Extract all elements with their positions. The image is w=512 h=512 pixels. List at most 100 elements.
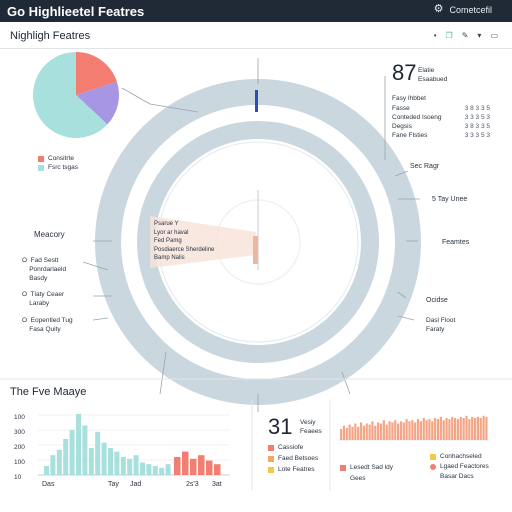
bar[interactable] (431, 421, 434, 440)
bar[interactable] (391, 422, 394, 440)
bar[interactable] (436, 419, 440, 440)
bar[interactable] (354, 423, 357, 441)
bar[interactable] (340, 429, 343, 440)
gear-icon[interactable]: ⚙ (433, 3, 444, 15)
bar[interactable] (101, 442, 107, 475)
bar[interactable] (88, 448, 94, 475)
legend-item[interactable]: Faed Betsoes (268, 453, 318, 464)
bar[interactable] (471, 416, 474, 440)
bar[interactable] (348, 424, 351, 440)
legend-item[interactable]: Basar Dacs (440, 473, 474, 480)
bar[interactable] (402, 422, 405, 440)
bar[interactable] (414, 422, 417, 440)
bar[interactable] (485, 416, 488, 440)
bar[interactable] (114, 451, 120, 475)
pie-slice[interactable] (76, 52, 117, 95)
bar[interactable] (399, 421, 403, 440)
legend-item[interactable]: Gees (350, 475, 366, 482)
bar[interactable] (476, 416, 479, 440)
pie-slice[interactable] (76, 81, 119, 125)
bar[interactable] (482, 415, 485, 440)
bar[interactable] (377, 422, 380, 440)
bar[interactable] (50, 455, 56, 475)
bar[interactable] (411, 420, 414, 440)
bar[interactable] (425, 420, 428, 440)
pin-icon[interactable]: • (433, 31, 437, 40)
bar[interactable] (120, 457, 126, 475)
bar[interactable] (345, 427, 348, 440)
copy-icon[interactable]: ❐ (445, 31, 453, 40)
gauge-left-item[interactable]: O Fad Sestt Ponrdarlaeld Basdy (22, 257, 67, 282)
bar[interactable] (174, 457, 181, 475)
bar[interactable] (434, 418, 437, 440)
bar[interactable] (359, 422, 363, 440)
bar[interactable] (442, 420, 445, 440)
bar[interactable] (351, 426, 354, 440)
bar[interactable] (56, 449, 62, 475)
bar[interactable] (108, 448, 113, 475)
bar[interactable] (82, 425, 88, 476)
bar[interactable] (44, 466, 49, 475)
bar[interactable] (140, 462, 145, 475)
bar[interactable] (342, 425, 346, 440)
bar[interactable] (374, 425, 377, 440)
bar[interactable] (382, 420, 385, 440)
bar[interactable] (127, 458, 133, 475)
edit-icon[interactable]: ✎ (461, 31, 469, 40)
bar[interactable] (459, 416, 462, 440)
user-label[interactable]: Cometcefil (449, 4, 492, 15)
bar[interactable] (159, 467, 165, 475)
bar[interactable] (468, 419, 471, 440)
bar[interactable] (76, 413, 81, 475)
bar[interactable] (362, 425, 365, 440)
bar[interactable] (69, 430, 75, 475)
bar[interactable] (448, 419, 451, 440)
pie-legend-item[interactable]: Consitrte (38, 154, 78, 163)
legend-item[interactable]: Cassiofe (268, 442, 318, 453)
bar[interactable] (422, 418, 425, 440)
gauge-left-item[interactable]: O Tlaty Ceaer Laraby (22, 291, 65, 307)
bar[interactable] (439, 416, 442, 440)
legend-item[interactable]: Conhachseled (430, 452, 489, 462)
bar[interactable] (371, 421, 374, 440)
bar[interactable] (385, 424, 388, 440)
bar[interactable] (462, 418, 465, 440)
bar[interactable] (214, 464, 221, 475)
bar[interactable] (206, 460, 213, 475)
filter-icon[interactable]: ▾ (477, 31, 482, 40)
bar[interactable] (419, 421, 422, 440)
pie-slice[interactable] (32, 52, 108, 138)
bar[interactable] (146, 464, 152, 475)
bar[interactable] (451, 416, 454, 440)
bar[interactable] (428, 419, 431, 440)
bar[interactable] (479, 418, 482, 440)
legend-item[interactable]: Lgaed Feactores (430, 462, 489, 472)
bar[interactable] (456, 419, 460, 440)
bar[interactable] (394, 420, 397, 440)
bar[interactable] (408, 421, 411, 440)
bar[interactable] (454, 418, 457, 440)
legend-item[interactable]: Lote Featres (268, 464, 318, 475)
bar[interactable] (357, 426, 360, 440)
bar[interactable] (190, 458, 197, 475)
bar[interactable] (379, 423, 383, 441)
bar[interactable] (63, 439, 69, 475)
bar[interactable] (182, 451, 189, 475)
bar[interactable] (152, 466, 158, 475)
bar[interactable] (465, 415, 468, 440)
gauge-left-item[interactable]: O Eopentled Tug Fasa Quity (22, 317, 73, 333)
bar[interactable] (365, 423, 368, 441)
bar[interactable] (388, 421, 391, 440)
bar[interactable] (133, 455, 139, 475)
bar[interactable] (95, 431, 101, 475)
user-area[interactable]: ⚙ Cometcefil (434, 4, 492, 15)
bar[interactable] (473, 418, 477, 440)
bar[interactable] (405, 419, 408, 440)
pie-legend-item[interactable]: Fsrc tsgas (38, 163, 78, 172)
legend-item[interactable]: Lesedt Sad ldy (340, 462, 393, 473)
bar[interactable] (416, 419, 420, 440)
window-icon[interactable]: ▭ (490, 31, 498, 40)
bar[interactable] (198, 455, 205, 475)
bar[interactable] (397, 423, 400, 441)
bar[interactable] (445, 418, 448, 440)
